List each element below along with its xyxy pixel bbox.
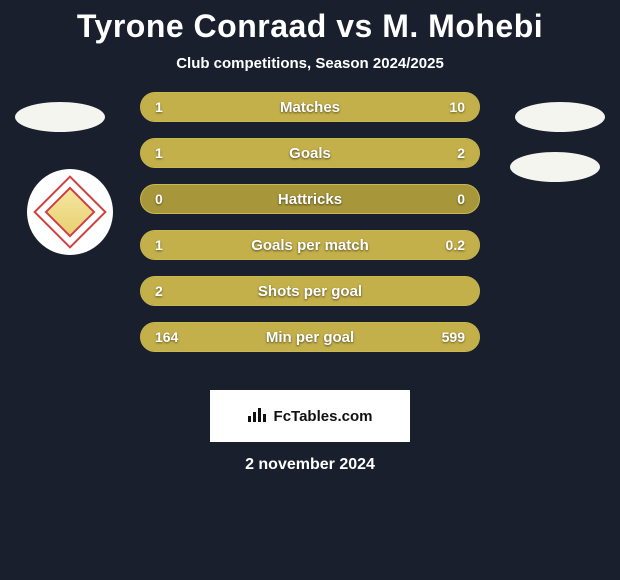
stat-bar: 00Hattricks	[140, 184, 480, 214]
page-title: Tyrone Conraad vs M. Mohebi	[0, 0, 620, 45]
stat-bar: 110Matches	[140, 92, 480, 122]
player1-logo-placeholder-1	[15, 102, 105, 132]
attribution-box: FcTables.com	[210, 390, 410, 442]
stat-label: Min per goal	[141, 329, 479, 346]
player2-logo-placeholder-2	[510, 152, 600, 182]
stat-bar: 12Goals	[140, 138, 480, 168]
chart-icon	[248, 406, 268, 427]
stat-bar: 10.2Goals per match	[140, 230, 480, 260]
stat-label: Shots per goal	[141, 283, 479, 300]
stat-bar: 164599Min per goal	[140, 322, 480, 352]
comparison-panel: 110Matches12Goals00Hattricks10.2Goals pe…	[0, 102, 620, 382]
stat-label: Goals per match	[141, 237, 479, 254]
player2-logo-placeholder-1	[515, 102, 605, 132]
stat-label: Goals	[141, 145, 479, 162]
stat-label: Matches	[141, 99, 479, 116]
attribution-text: FcTables.com	[274, 408, 373, 425]
subtitle: Club competitions, Season 2024/2025	[0, 55, 620, 72]
date-text: 2 november 2024	[0, 456, 620, 474]
club-badge-icon	[33, 175, 107, 249]
stat-bars: 110Matches 12Goals 00Hattricks 10.2Goals pe…	[140, 92, 480, 368]
stat-bar: 2Shots per goal	[140, 276, 480, 306]
player1-club-badge	[27, 169, 113, 255]
stat-label: Hattricks	[141, 191, 479, 208]
